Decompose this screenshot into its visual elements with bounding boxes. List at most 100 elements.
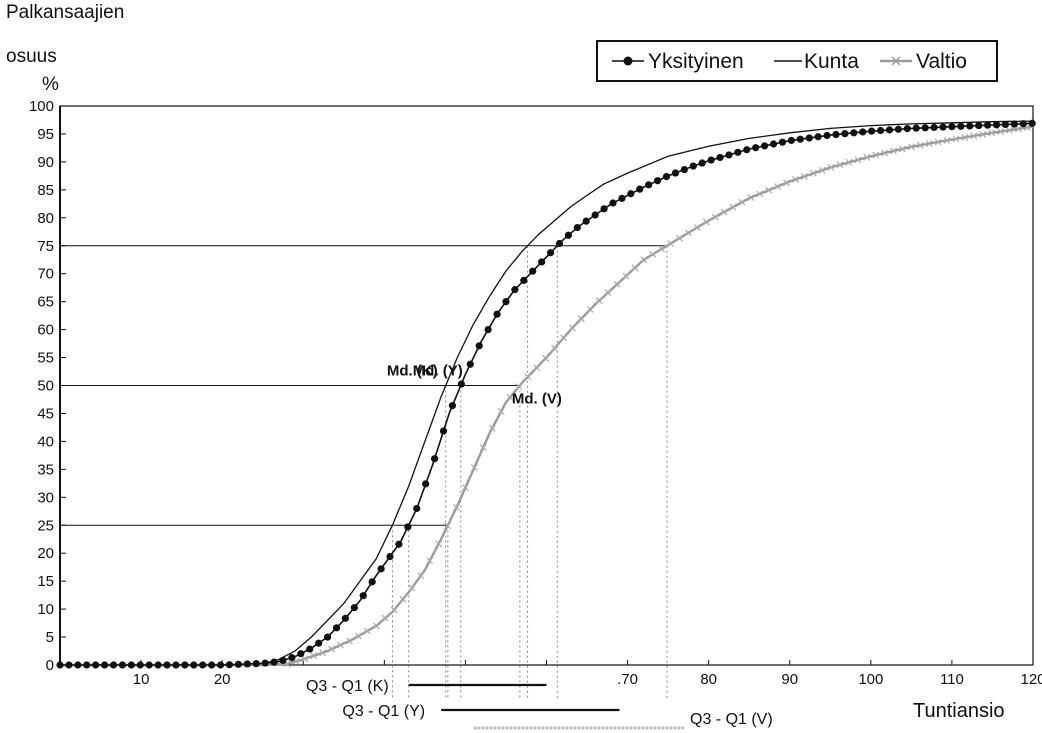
- yksityinen-marker: [769, 140, 778, 148]
- valtio-marker: [319, 649, 327, 657]
- yksityinen-marker: [270, 658, 278, 666]
- yksityinen-marker: [752, 144, 760, 152]
- valtio-marker: [684, 229, 692, 237]
- yksityinen-marker: [975, 121, 983, 130]
- x-axis-label: Tuntiansio: [913, 700, 1005, 722]
- yksityinen-marker: [323, 633, 332, 641]
- valtio-marker: [604, 289, 612, 296]
- valtio-marker: [328, 645, 336, 653]
- y-tick-label: 0: [46, 657, 54, 674]
- valtio-marker: [783, 179, 790, 187]
- valtio-marker: [533, 364, 541, 372]
- iqr-label: Q3 - Q1 (K): [306, 678, 389, 695]
- iqr-label: Q3 - Q1 (Y): [342, 703, 425, 720]
- yksityinen-marker: [591, 211, 599, 219]
- valtio-marker: [827, 163, 835, 171]
- y-tick-label: 55: [37, 350, 54, 367]
- yksityinen-marker: [716, 153, 724, 162]
- y-tick-label: 65: [37, 294, 54, 311]
- valtio-marker: [872, 151, 880, 159]
- yksityinen-marker: [252, 659, 260, 668]
- valtio-marker: [640, 256, 648, 264]
- yksityinen-marker: [832, 130, 840, 139]
- yksityinen-marker: [216, 661, 225, 669]
- x-tick-label: 110: [940, 671, 964, 688]
- valtio-marker: [845, 158, 853, 166]
- yksityinen-marker: [787, 136, 795, 145]
- yksityinen-marker: [65, 661, 73, 669]
- yksityinen-marker: [457, 380, 465, 388]
- yksityinen-marker: [966, 122, 974, 130]
- valtio-marker: [354, 632, 362, 640]
- valtio-marker: [551, 344, 559, 352]
- valtio-marker: [346, 637, 353, 645]
- valtio-marker: [435, 540, 443, 548]
- yksityinen-marker: [1019, 120, 1027, 128]
- valtio-marker: [800, 173, 808, 180]
- valtio-marker: [631, 264, 639, 272]
- yksityinen-marker: [841, 130, 849, 138]
- valtio-marker: [595, 297, 603, 305]
- yksityinen-marker: [377, 565, 385, 573]
- y-tick-label: 95: [37, 126, 54, 143]
- yksityinen-marker: [359, 592, 367, 600]
- yksityinen-marker: [279, 656, 287, 664]
- valtio-marker: [586, 306, 594, 313]
- valtio-marker: [542, 354, 550, 362]
- yksityinen-marker: [743, 146, 751, 154]
- yksityinen-marker: [823, 131, 831, 140]
- valtio-marker: [479, 444, 487, 451]
- yksityinen-marker: [529, 267, 537, 275]
- valtio-marker: [470, 464, 478, 471]
- yksityinen-marker: [154, 661, 162, 669]
- yksityinen-marker: [894, 125, 903, 133]
- valtio-marker: [738, 198, 746, 206]
- yksityinen-marker: [332, 624, 341, 632]
- valtio-marker: [774, 183, 782, 190]
- yksityinen-marker: [127, 661, 135, 669]
- y-tick-label: 70: [37, 266, 54, 283]
- valtio-marker: [970, 132, 978, 140]
- y-tick-label: 45: [37, 405, 54, 422]
- valtio-marker: [836, 161, 844, 169]
- yksityinen-marker: [725, 151, 733, 159]
- yksityinen-marker: [145, 661, 153, 669]
- yksityinen-marker: [306, 645, 314, 653]
- valtio-marker: [363, 627, 371, 635]
- valtio-marker: [943, 136, 951, 144]
- valtio-marker: [497, 408, 505, 415]
- yksityinen-marker: [671, 169, 680, 177]
- yksityinen-marker: [109, 661, 118, 669]
- yksityinen-marker: [261, 659, 269, 667]
- yksityinen-marker: [484, 326, 492, 334]
- yksityinen-marker: [243, 660, 251, 668]
- median-label: Md. (K): [387, 363, 438, 380]
- yksityinen-marker: [475, 342, 483, 350]
- valtio-marker: [381, 614, 389, 622]
- valtio-marker: [881, 149, 889, 157]
- x-tick-label: 120: [1020, 671, 1042, 688]
- legend-label: Yksityinen: [648, 50, 744, 73]
- yksityinen-marker: [948, 123, 956, 131]
- y-tick-label: 85: [37, 182, 54, 199]
- yksityinen-marker: [957, 122, 965, 130]
- valtio-marker: [453, 503, 460, 511]
- yksityinen-marker: [368, 578, 376, 586]
- x-tick-label: .70: [617, 671, 638, 688]
- valtio-marker: [560, 334, 567, 342]
- valtio-marker: [515, 383, 523, 391]
- yksityinen-marker: [118, 661, 127, 669]
- valtio-marker: [310, 652, 318, 660]
- valtio-marker: [818, 166, 826, 174]
- y-tick-label: 60: [37, 322, 54, 339]
- yksityinen-marker: [573, 223, 581, 232]
- y-axis-label-line-1: Palkansaajien: [6, 2, 125, 23]
- x-tick-label: 80: [700, 671, 717, 688]
- yksityinen-marker: [939, 123, 947, 131]
- yksityinen-marker: [555, 239, 564, 248]
- yksityinen-marker: [885, 126, 894, 134]
- valtio-marker: [444, 522, 452, 530]
- yksityinen-marker: [992, 121, 1001, 129]
- yksityinen-marker: [341, 614, 350, 622]
- x-tick-label: 20: [214, 671, 231, 688]
